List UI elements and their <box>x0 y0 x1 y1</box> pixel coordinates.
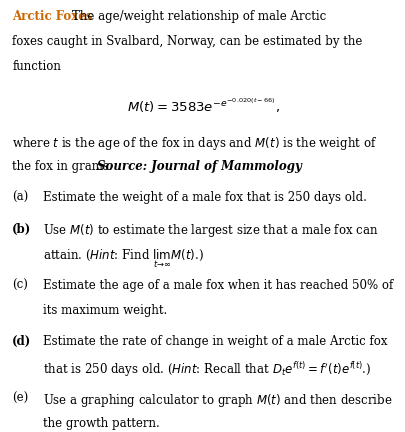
Text: Arctic Foxes: Arctic Foxes <box>12 10 92 22</box>
Text: Use $M(t)$ to estimate the largest size that a male fox can: Use $M(t)$ to estimate the largest size … <box>43 222 377 239</box>
Text: attain. ($\mathit{Hint}$: Find $\lim_{t\to\infty} M(t)$.): attain. ($\mathit{Hint}$: Find $\lim_{t\… <box>43 248 203 270</box>
Text: The age/weight relationship of male Arctic: The age/weight relationship of male Arct… <box>72 10 326 22</box>
Text: $M(t) = 3583e^{-e^{-0.020(t-66)}},$: $M(t) = 3583e^{-e^{-0.020(t-66)}},$ <box>126 97 279 115</box>
Text: (e): (e) <box>12 392 28 405</box>
Text: Estimate the age of a male fox when it has reached 50% of: Estimate the age of a male fox when it h… <box>43 279 392 292</box>
Text: (a): (a) <box>12 191 28 204</box>
Text: foxes caught in Svalbard, Norway, can be estimated by the: foxes caught in Svalbard, Norway, can be… <box>12 35 362 48</box>
Text: (b): (b) <box>12 222 31 235</box>
Text: the growth pattern.: the growth pattern. <box>43 417 159 430</box>
Text: Estimate the rate of change in weight of a male Arctic fox: Estimate the rate of change in weight of… <box>43 335 386 348</box>
Text: where $t$ is the age of the fox in days and $M(t)$ is the weight of: where $t$ is the age of the fox in days … <box>12 135 377 152</box>
Text: (c): (c) <box>12 279 28 292</box>
Text: .: . <box>228 160 232 173</box>
Text: that is 250 days old. ($\mathit{Hint}$: Recall that $D_t e^{f(t)} = f'(t)e^{f(t): that is 250 days old. ($\mathit{Hint}$: … <box>43 360 370 379</box>
Text: the fox in grams.: the fox in grams. <box>12 160 116 173</box>
Text: Source: Journal of Mammology: Source: Journal of Mammology <box>96 160 301 173</box>
Text: Estimate the weight of a male fox that is 250 days old.: Estimate the weight of a male fox that i… <box>43 191 366 204</box>
Text: function: function <box>12 60 61 73</box>
Text: (d): (d) <box>12 335 31 348</box>
Text: its maximum weight.: its maximum weight. <box>43 304 166 317</box>
Text: Use a graphing calculator to graph $M(t)$ and then describe: Use a graphing calculator to graph $M(t)… <box>43 392 391 409</box>
